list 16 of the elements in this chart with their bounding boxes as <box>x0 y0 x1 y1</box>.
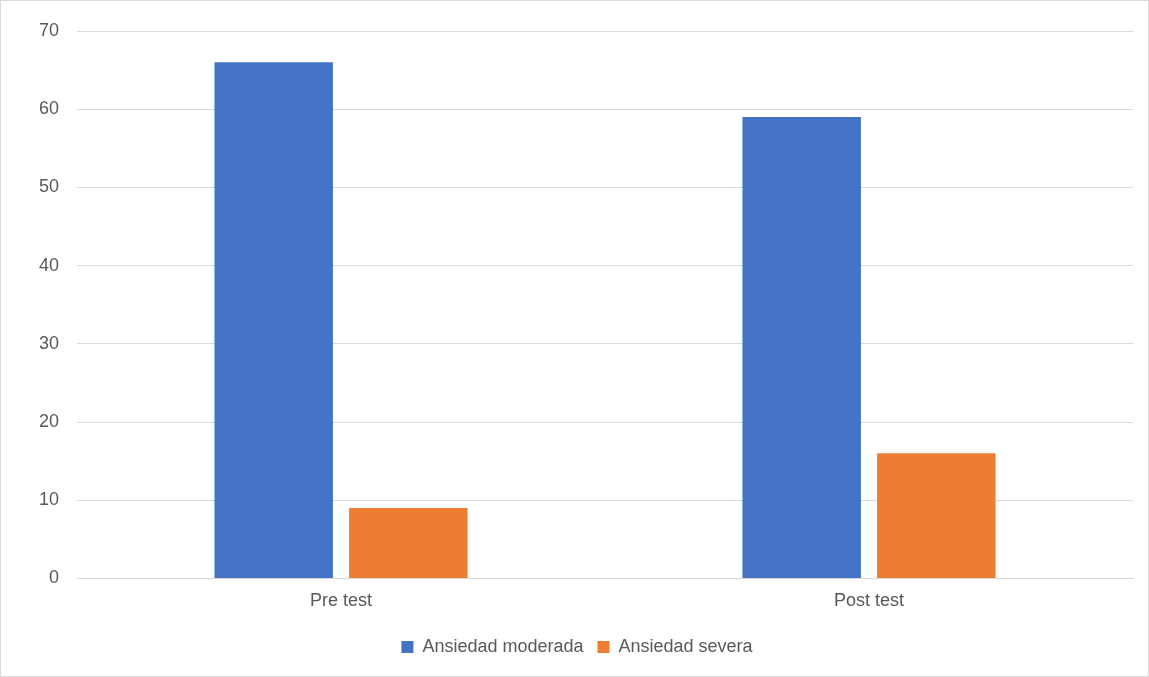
legend-label: Ansiedad moderada <box>422 635 585 656</box>
legend-label: Ansiedad severa <box>618 635 754 656</box>
bar <box>214 62 333 578</box>
y-tick-label: 0 <box>49 567 60 588</box>
y-tick-label: 70 <box>38 19 60 40</box>
y-tick-label: 50 <box>38 176 60 197</box>
y-tick-label: 10 <box>38 489 60 510</box>
y-tick-label: 60 <box>38 98 60 119</box>
y-tick-label: 20 <box>38 410 60 431</box>
y-tick-label: 30 <box>38 332 60 353</box>
x-tick-label: Pre test <box>310 590 373 611</box>
bar <box>877 453 996 578</box>
bar <box>349 508 468 578</box>
bar <box>742 117 861 578</box>
y-tick-label: 40 <box>38 254 60 275</box>
x-tick-label: Post test <box>833 590 905 611</box>
